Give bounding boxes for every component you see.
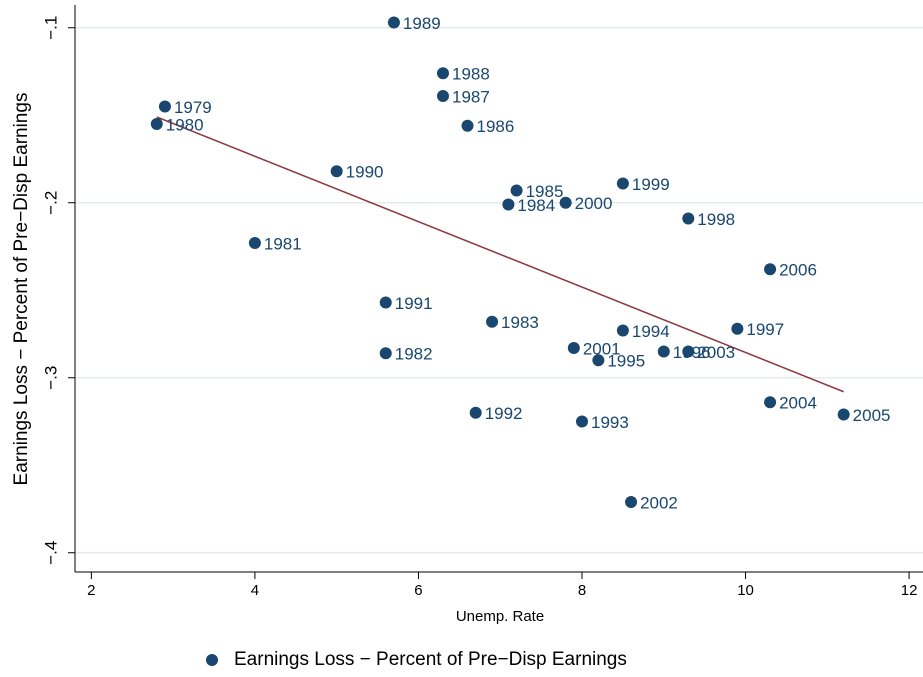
point — [436, 67, 449, 80]
point — [559, 196, 572, 209]
point — [616, 324, 629, 337]
point-label: 1983 — [501, 313, 539, 332]
x-tick-label: 12 — [901, 582, 918, 599]
point — [567, 342, 580, 354]
point — [469, 406, 482, 419]
point — [510, 184, 523, 197]
y-tick-label: −.2 — [41, 191, 60, 215]
point-label: 1986 — [477, 117, 515, 136]
x-axis-title: Unemp. Rate — [456, 608, 544, 625]
legend-marker — [206, 654, 218, 666]
point — [657, 345, 670, 358]
point-label: 1995 — [607, 352, 645, 371]
fit-line — [156, 116, 844, 393]
point — [436, 90, 449, 102]
point — [502, 198, 515, 211]
point — [330, 165, 343, 178]
point-label: 1984 — [517, 196, 555, 215]
y-tick-label: −.4 — [41, 541, 60, 565]
point-label: 1987 — [452, 87, 490, 106]
x-tick-label: 6 — [414, 582, 422, 599]
point-label: 2002 — [640, 493, 678, 512]
point — [576, 415, 589, 428]
point-label: 2005 — [853, 406, 891, 425]
x-tick-label: 2 — [87, 582, 95, 599]
point — [625, 496, 638, 508]
point-label: 1979 — [174, 98, 212, 117]
x-tick-label: 4 — [251, 582, 259, 599]
point — [764, 396, 777, 409]
point — [379, 296, 392, 309]
point — [387, 16, 400, 29]
point-label: 1991 — [395, 294, 433, 313]
point-label: 2000 — [575, 194, 613, 213]
point — [731, 322, 744, 335]
y-axis-title: Earnings Loss − Percent of Pre−Disp Earn… — [11, 93, 32, 486]
point-label: 1985 — [526, 182, 564, 201]
point-label: 2003 — [697, 343, 735, 362]
point — [379, 347, 392, 360]
point-label: 1992 — [485, 404, 523, 423]
legend-label: Earnings Loss − Percent of Pre−Disp Earn… — [234, 649, 627, 670]
point-label: 1990 — [346, 163, 384, 182]
point-label: 1998 — [697, 210, 735, 229]
point-label: 1988 — [452, 65, 490, 84]
point-label: 1993 — [591, 413, 629, 432]
point-label: 2001 — [583, 339, 621, 358]
point-label: 1980 — [166, 115, 204, 134]
x-tick-label: 8 — [578, 582, 586, 599]
point — [682, 345, 695, 358]
point — [486, 315, 499, 328]
y-tick-label: −.1 — [41, 16, 60, 40]
y-tick-label: −.3 — [41, 366, 60, 390]
point — [461, 119, 474, 132]
point — [248, 237, 261, 249]
point — [616, 177, 629, 190]
point-label: 2006 — [779, 261, 817, 280]
point-label: 1999 — [632, 175, 670, 194]
point — [158, 100, 171, 113]
x-tick-label: 10 — [737, 582, 754, 599]
point-label: 2004 — [779, 394, 817, 413]
point — [764, 263, 777, 276]
point-label: 1982 — [395, 345, 433, 364]
point-label: 1997 — [746, 320, 784, 339]
point — [592, 354, 605, 367]
point-label: 1989 — [403, 14, 441, 33]
point-label: 1994 — [632, 322, 670, 341]
point-label: 1981 — [264, 234, 302, 253]
point — [150, 118, 163, 130]
point — [837, 408, 850, 421]
point — [682, 212, 695, 225]
